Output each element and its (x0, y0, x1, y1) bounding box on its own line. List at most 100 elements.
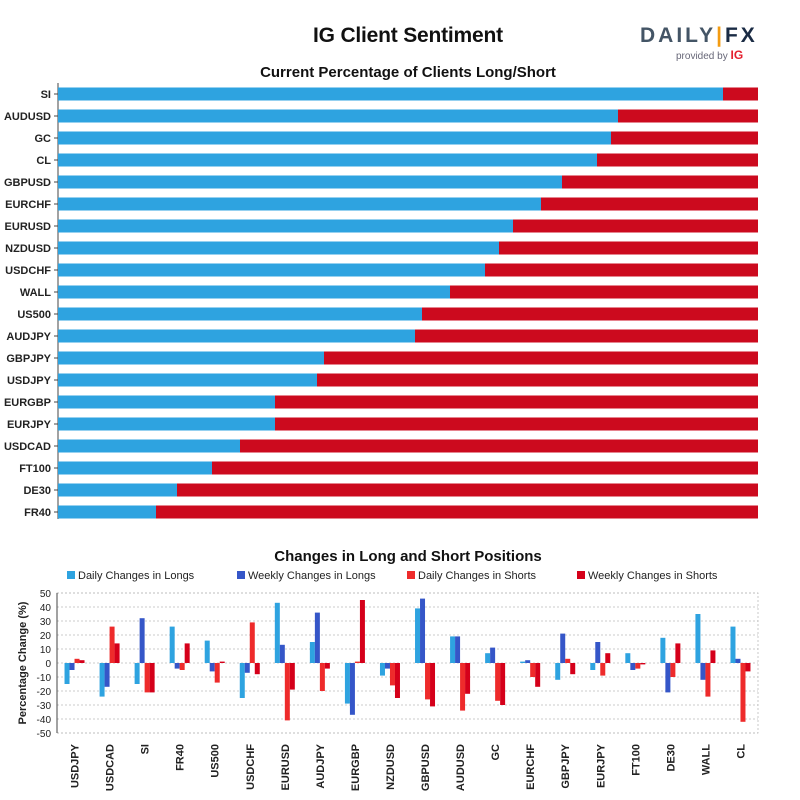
change-bar (640, 663, 646, 665)
y-tick-label: -50 (37, 729, 52, 740)
long-bar (58, 307, 422, 321)
long-bar (58, 175, 562, 189)
category-label: AUDJPY (315, 743, 327, 788)
change-bar (625, 653, 631, 663)
change-bar (249, 622, 255, 663)
y-tick-label: -30 (37, 701, 52, 712)
change-bar (239, 663, 245, 698)
change-bar (209, 663, 215, 672)
category-label: EURUSD (280, 744, 292, 791)
change-bar (605, 653, 611, 663)
category-label: EURJPY (595, 743, 607, 788)
category-label: FT100 (19, 463, 51, 475)
long-bar (58, 417, 275, 431)
category-label: GBPUSD (4, 177, 51, 189)
change-bar (344, 663, 350, 704)
long-bar (58, 439, 240, 453)
change-bar (635, 663, 641, 669)
change-bar (79, 660, 85, 663)
category-label: GBPJPY (560, 743, 572, 788)
category-label: DE30 (23, 485, 51, 497)
change-bar (415, 608, 421, 663)
logo-bar: | (716, 24, 725, 47)
y-tick-label: -40 (37, 715, 52, 726)
dailyfx-logo: DAILY|FX provided by IG (640, 24, 755, 64)
category-label: GC (35, 133, 52, 145)
y-tick-label: 40 (40, 603, 52, 614)
long-bar (58, 351, 324, 365)
legend-label: Daily Changes in Shorts (418, 570, 537, 582)
change-bar (705, 663, 711, 697)
category-label: GBPJPY (6, 353, 51, 365)
short-bar (541, 197, 758, 211)
change-bar (114, 643, 120, 663)
legend-swatch (237, 571, 245, 579)
change-bar (670, 663, 676, 677)
short-bar (485, 263, 758, 277)
change-bar (214, 663, 220, 683)
change-bar (730, 626, 736, 663)
short-bar (415, 329, 758, 343)
category-label: EURGBP (350, 744, 362, 791)
long-bar (58, 285, 450, 299)
change-bar (665, 663, 671, 693)
change-bar (319, 663, 325, 691)
change-bar (354, 661, 360, 663)
change-bar (425, 663, 431, 700)
y-tick-label: 50 (40, 589, 52, 600)
change-bar (324, 663, 330, 669)
change-bar (710, 650, 716, 663)
change-bar (279, 644, 285, 663)
logo-daily: DAILY (640, 24, 717, 47)
change-bar (455, 636, 461, 663)
long-bar (58, 483, 177, 497)
change-bar (149, 663, 155, 693)
category-label: SI (140, 744, 152, 754)
long-bar (58, 153, 597, 167)
change-bar (660, 637, 666, 663)
short-bar (723, 87, 758, 101)
change-bar (630, 663, 636, 670)
change-bar (64, 663, 70, 684)
short-bar (513, 219, 758, 233)
category-label: AUDUSD (455, 744, 467, 791)
change-bar (104, 663, 110, 687)
short-bar (324, 351, 758, 365)
category-label: USDCAD (105, 744, 117, 791)
short-bar (618, 109, 758, 123)
change-bar (745, 663, 751, 672)
legend-label: Weekly Changes in Longs (248, 570, 376, 582)
change-bar (560, 633, 566, 663)
change-bar (174, 663, 180, 669)
change-bar (274, 602, 280, 663)
change-bar (695, 614, 701, 663)
long-bar (58, 131, 611, 145)
category-label: DE30 (665, 744, 677, 772)
change-bar (384, 663, 390, 669)
changes-chart: Changes in Long and Short Positions Daily… (17, 548, 759, 791)
chart-title: Changes in Long and Short Positions (274, 548, 542, 565)
change-bar (69, 663, 75, 670)
change-bar (600, 663, 606, 676)
change-bar (289, 663, 295, 690)
long-bar (58, 87, 723, 101)
logo-provided: provided by IG (676, 48, 743, 62)
short-bar (275, 395, 758, 409)
change-bar (500, 663, 506, 705)
change-bar (495, 663, 501, 701)
short-bar (499, 241, 758, 255)
logo-fx: FX (724, 24, 758, 47)
category-label: USDJPY (70, 743, 82, 788)
change-bar (595, 642, 601, 663)
category-label: EURGBP (4, 397, 51, 409)
change-bar (244, 663, 250, 673)
category-label: USDCAD (4, 441, 51, 453)
legend-label: Weekly Changes in Shorts (588, 570, 718, 582)
change-bar (555, 663, 561, 680)
category-label: FR40 (175, 744, 187, 771)
change-bar (314, 612, 320, 663)
change-bar (109, 626, 115, 663)
long-bar (58, 329, 415, 343)
chart-title: Current Percentage of Clients Long/Short (260, 64, 556, 81)
change-bar (460, 663, 466, 711)
